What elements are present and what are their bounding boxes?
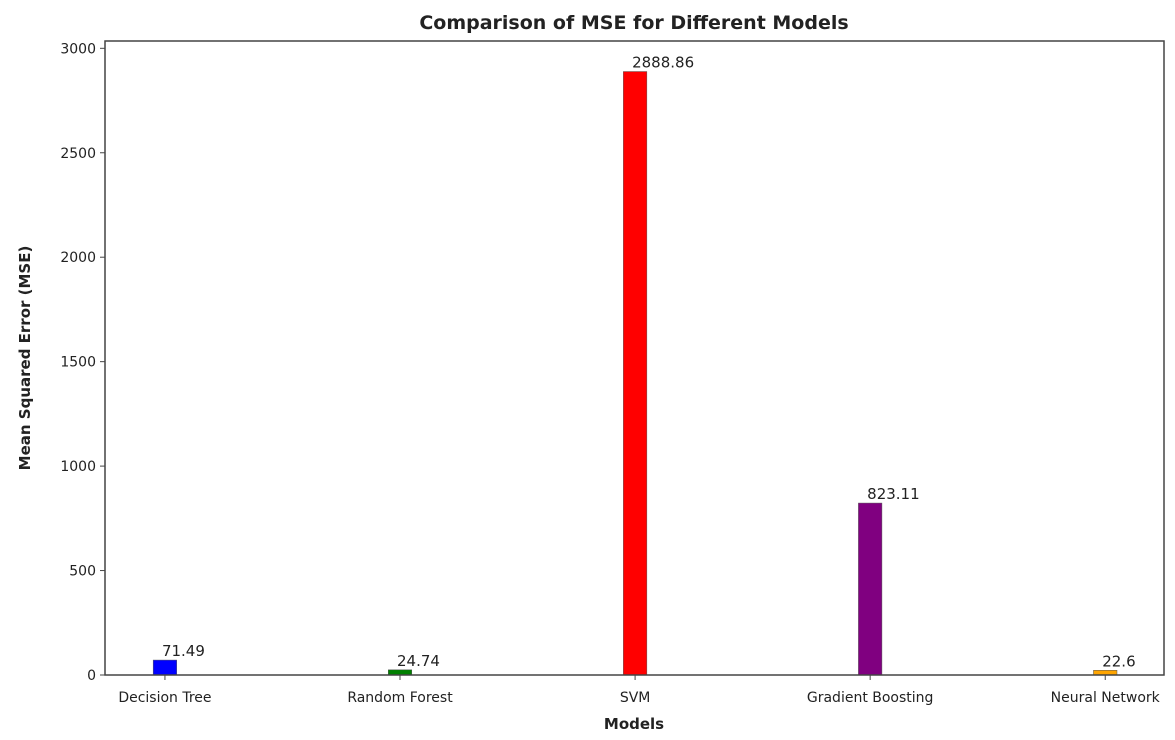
bar-random-forest xyxy=(388,669,413,676)
y-tick-label: 500 xyxy=(69,564,96,580)
bar-decision-tree xyxy=(152,659,177,676)
bar-gradient-boosting xyxy=(858,502,883,676)
y-tick-label: 2500 xyxy=(60,146,96,162)
y-tick-label: 0 xyxy=(87,668,96,684)
data-label: 823.11 xyxy=(867,485,920,503)
y-tick-label: 3000 xyxy=(60,41,96,57)
x-tick-label: Decision Tree xyxy=(118,690,211,706)
data-label: 22.6 xyxy=(1102,652,1135,670)
y-axis-label: Mean Squared Error (MSE) xyxy=(16,246,34,471)
x-tick-label: Gradient Boosting xyxy=(807,690,934,706)
chart-title: Comparison of MSE for Different Models xyxy=(419,12,848,34)
data-label: 24.74 xyxy=(397,652,440,670)
y-tick-label: 2000 xyxy=(60,250,96,266)
x-tick-label: SVM xyxy=(620,690,651,706)
y-tick-label: 1500 xyxy=(60,355,96,371)
bar-svm xyxy=(623,71,648,676)
y-tick-label: 1000 xyxy=(60,459,96,475)
data-label: 2888.86 xyxy=(632,54,694,72)
plot-frame xyxy=(104,40,1165,676)
x-axis-label: Models xyxy=(604,715,664,733)
x-tick-label: Random Forest xyxy=(347,690,453,706)
x-tick-label: Neural Network xyxy=(1051,690,1161,706)
data-label: 71.49 xyxy=(162,642,205,660)
